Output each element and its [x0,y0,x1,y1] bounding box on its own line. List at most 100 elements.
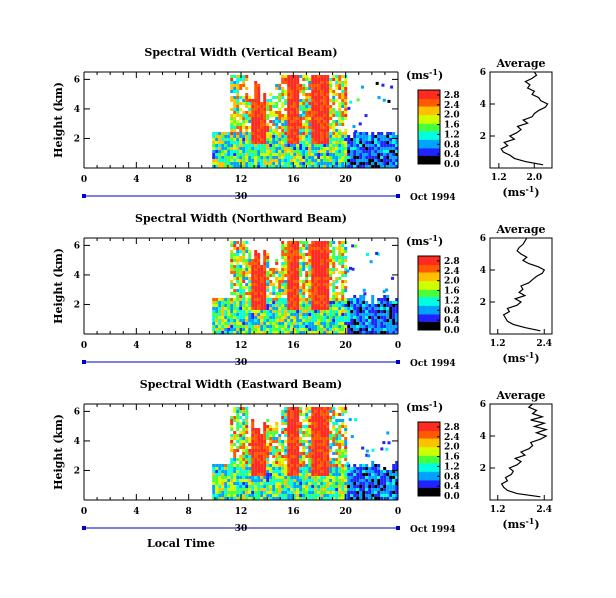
heatmap-cell [311,120,315,123]
heatmap-cell [293,461,297,464]
heatmap-cell [305,138,309,141]
heatmap-cell [320,425,324,428]
heatmap-cell [254,268,258,271]
heatmap-cell [287,241,291,244]
heatmap-cell [269,307,273,310]
heatmap-cell [311,286,315,289]
heatmap-cell [332,407,336,410]
heatmap-cell [329,256,333,259]
heatmap-cell [317,319,321,322]
heatmap-cell [275,440,279,443]
heatmap-cell [320,244,324,247]
heatmap-cell [239,325,243,328]
heatmap-cell [299,241,303,244]
heatmap-cell [386,322,390,325]
heatmap-cell [251,108,255,111]
heatmap-cell [281,467,285,470]
heatmap-cell [269,485,273,488]
heatmap-cell [287,494,291,497]
heatmap-cell [260,153,264,156]
heatmap-cell [284,274,288,277]
heatmap-cell [338,443,342,446]
heatmap-cell [305,446,309,449]
heatmap-cell [335,313,339,316]
heatmap-cell [254,162,258,165]
heatmap-cell [380,479,384,482]
heatmap-cell [233,322,237,325]
heatmap-cell [233,244,237,247]
heatmap-cell [215,331,219,334]
heatmap-cell [299,129,303,132]
heatmap-cell [257,431,261,434]
heatmap-cell [380,138,384,141]
y-axis-label: Height (km) [52,248,65,324]
heatmap-cell [326,440,330,443]
heatmap-cell [311,256,315,259]
heatmap-cell [260,271,264,274]
date-bar-end [396,194,400,198]
heatmap-cell [362,485,366,488]
heatmap-cell [305,144,309,147]
heatmap-cell [329,84,333,87]
heatmap-cell [245,307,249,310]
heatmap-cell [221,141,225,144]
heatmap-cell [305,271,309,274]
colorbar-swatch [418,452,440,455]
heatmap-cell [326,93,330,96]
heatmap-cell [341,419,345,422]
heatmap-cell [329,250,333,253]
heatmap-cell [227,165,231,168]
heatmap-cell [299,298,303,301]
heatmap-cell [242,123,246,126]
heatmap-cell [281,331,285,334]
colorbar-unit-base: (ms [406,401,429,414]
heatmap-cell [275,479,279,482]
heatmap-cell [236,96,240,99]
heatmap-cell [236,304,240,307]
heatmap-cell [386,153,390,156]
heatmap-cell [302,153,306,156]
heatmap-cell [248,319,252,322]
heatmap-cell [380,447,384,451]
heatmap-cell [290,105,294,108]
heatmap-cell [260,123,264,126]
heatmap-cell [287,93,291,96]
heatmap-cell [293,488,297,491]
heatmap-cell [368,144,372,147]
date-day: 30 [235,192,248,202]
heatmap-cell [383,153,387,156]
heatmap-cell [377,319,381,322]
heatmap-cell [371,325,375,328]
heatmap-cell [371,144,375,147]
heatmap-cell [377,147,381,150]
heatmap-cell [284,147,288,150]
heatmap-cell [338,455,342,458]
heatmap-cell [296,81,300,84]
heatmap-cell [314,407,318,410]
heatmap-cell [362,156,366,159]
heatmap-cell [362,304,366,307]
heatmap-cell [236,84,240,87]
heatmap-cell [341,307,345,310]
heatmap-cell [326,292,330,295]
heatmap-cell [275,319,279,322]
heatmap-cell [338,322,342,325]
heatmap-cell [230,123,234,126]
heatmap-cell [320,262,324,265]
colorbar-swatch [418,425,440,428]
heatmap-cell [314,443,318,446]
heatmap-cell [221,144,225,147]
heatmap-cell [308,93,312,96]
heatmap-cell [254,99,258,102]
heatmap-cell [341,250,345,253]
heatmap-cell [293,153,297,156]
heatmap-cell [302,446,306,449]
heatmap-cell [341,132,345,135]
heatmap-cell [251,135,255,138]
heatmap-cell [212,494,216,497]
heatmap-cell [257,310,261,313]
heatmap-cell [311,108,315,111]
heatmap-cell [344,93,348,96]
heatmap-cell [269,126,273,129]
heatmap-cell [278,479,282,482]
